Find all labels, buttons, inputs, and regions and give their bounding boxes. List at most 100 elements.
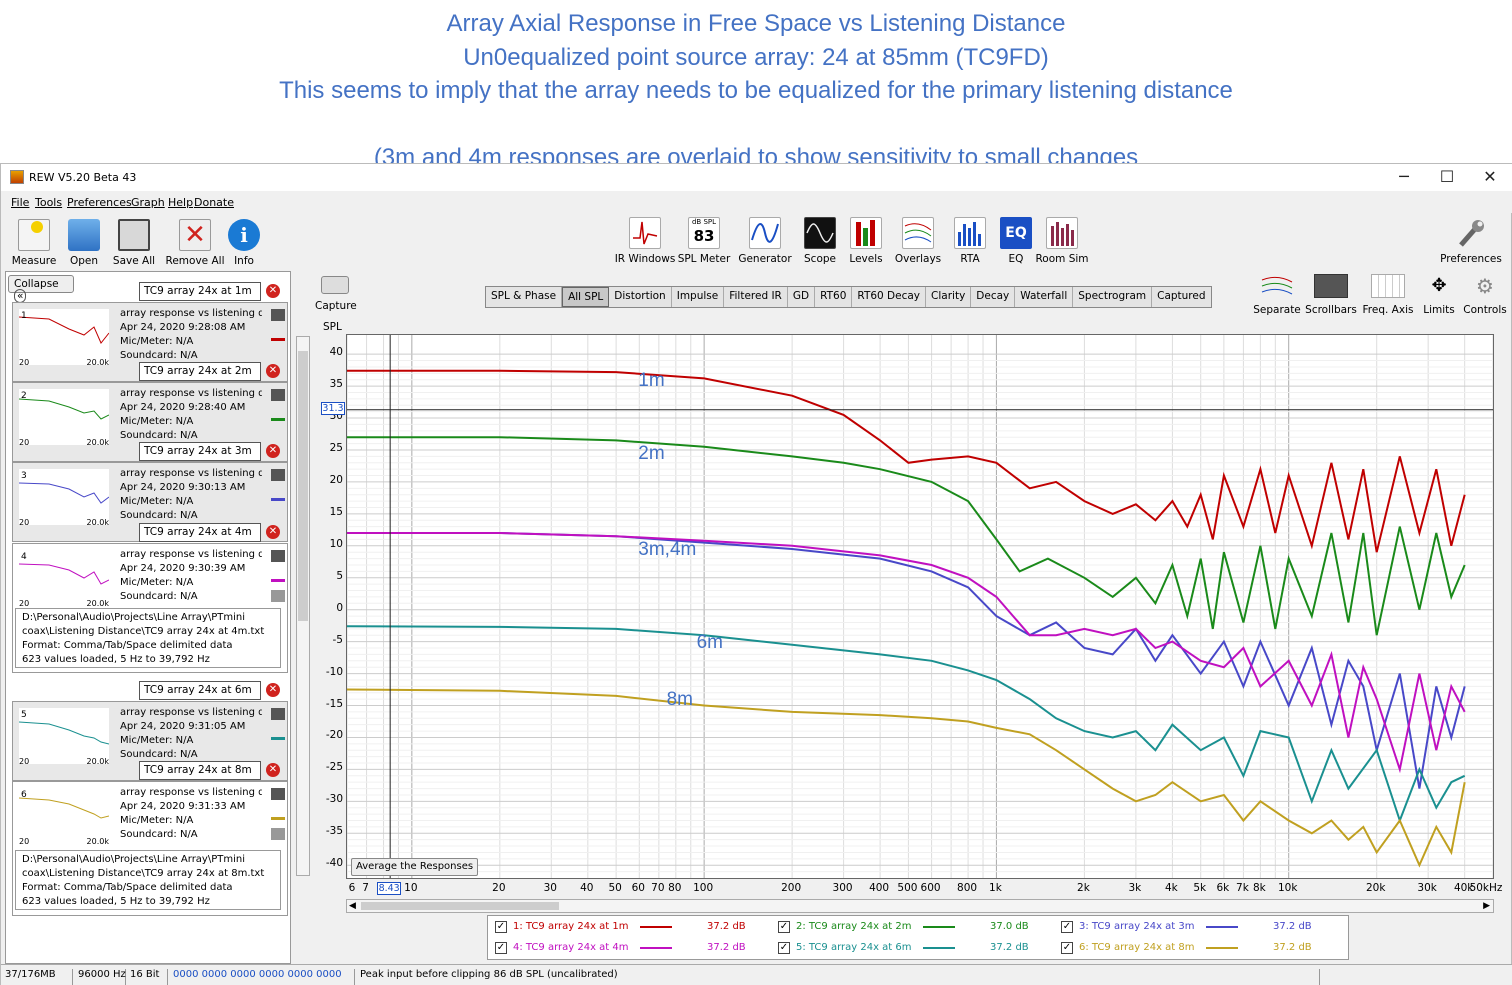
scroll-right-icon[interactable]: ▶ <box>1483 901 1490 911</box>
remove-measurement-1-icon[interactable]: ✕ <box>266 284 280 298</box>
tab-waterfall[interactable]: Waterfall <box>1015 287 1074 307</box>
info-button[interactable]: i Info <box>212 219 276 267</box>
capture-button[interactable]: Capture <box>315 276 357 312</box>
save-all-label: Save All <box>112 255 156 267</box>
open-button[interactable]: Open <box>52 219 116 267</box>
color-picker-5-icon[interactable] <box>271 728 285 740</box>
info6-line-4: 623 values loaded, 5 Hz to 39,792 Hz <box>22 896 210 907</box>
tab-clarity[interactable]: Clarity <box>926 287 972 307</box>
color-picker-4-icon[interactable] <box>271 570 285 582</box>
average-responses-button[interactable]: Average the Responses <box>351 858 479 876</box>
legend-checkbox-2[interactable]: ✓ <box>778 921 790 933</box>
ir-windows-button[interactable]: IR Windows <box>613 217 677 265</box>
rta-button[interactable]: RTA <box>938 217 1002 265</box>
remove-measurement-3-icon[interactable]: ✕ <box>266 444 280 458</box>
measurement-name-4[interactable]: TC9 array 24x at 4m <box>139 523 261 542</box>
overlays-button[interactable]: Overlays <box>886 217 950 265</box>
frequency-scrollbar[interactable]: ◀ ▶ <box>346 899 1494 913</box>
tab-all-spl[interactable]: All SPL <box>562 287 610 307</box>
generator-button[interactable]: Generator <box>733 217 797 265</box>
frequency-scrollbar-thumb[interactable] <box>361 902 559 910</box>
color-picker-1-icon[interactable] <box>271 329 285 341</box>
plot-area[interactable]: Average the Responses <box>346 334 1494 879</box>
measurement-name-5[interactable]: TC9 array 24x at 6m <box>139 681 261 700</box>
levels-button[interactable]: Levels <box>834 217 898 265</box>
scroll-left-icon[interactable]: ◀ <box>349 901 356 911</box>
room-sim-button[interactable]: Room Sim <box>1030 217 1094 265</box>
soundcard-5: Soundcard: N/A <box>120 749 198 760</box>
tab-rt60[interactable]: RT60 <box>815 287 853 307</box>
collapse-button[interactable]: Collapse « <box>8 275 74 303</box>
legend-label-4: 4: TC9 array 24x at 4m <box>513 942 629 953</box>
freq-axis-button[interactable]: Freq. Axis <box>1358 274 1418 316</box>
remove-measurement-6-icon[interactable]: ✕ <box>266 763 280 777</box>
separate-button[interactable]: Separate <box>1247 274 1307 316</box>
measurement-name-2[interactable]: TC9 array 24x at 2m <box>139 362 261 381</box>
color-picker-6-icon[interactable] <box>271 808 285 820</box>
menu-donate[interactable]: Donate <box>194 196 234 209</box>
measure-button[interactable]: Measure <box>2 219 66 267</box>
tab-spl-phase[interactable]: SPL & Phase <box>486 287 563 307</box>
maximize-button[interactable]: ☐ <box>1439 167 1455 186</box>
tab-decay[interactable]: Decay <box>971 287 1016 307</box>
menu-preferences[interactable]: Preferences <box>67 196 132 209</box>
menu-file[interactable]: File <box>11 196 30 209</box>
preferences-button[interactable]: Preferences <box>1439 217 1503 265</box>
tab-captured[interactable]: Captured <box>1157 290 1206 302</box>
remove-measurement-5-icon[interactable]: ✕ <box>266 683 280 697</box>
remove-measurement-4-icon[interactable]: ✕ <box>266 525 280 539</box>
scrollbars-button[interactable]: Scrollbars <box>1301 274 1361 316</box>
overlays-icon <box>902 217 934 249</box>
close-button[interactable]: ✕ <box>1483 167 1497 186</box>
save-measurement-2-icon[interactable] <box>271 389 285 401</box>
save-measurement-4-icon[interactable] <box>271 550 285 562</box>
minimize-button[interactable]: ─ <box>1399 167 1409 186</box>
measurement-card-4[interactable]: 4 20 20.0k array response vs listening dis… <box>12 543 288 673</box>
legend-checkbox-1[interactable]: ✓ <box>495 921 507 933</box>
color-picker-3-icon[interactable] <box>271 489 285 501</box>
tab-impulse[interactable]: Impulse <box>672 287 725 307</box>
remove-all-button[interactable]: ✕ Remove All <box>163 219 227 267</box>
description-4: array response vs listening distance <box>120 549 262 560</box>
separate-label: Separate <box>1253 304 1301 316</box>
legend-checkbox-5[interactable]: ✓ <box>778 942 790 954</box>
x-tick-label: 200 <box>781 882 802 894</box>
panel-scrollbar-thumb[interactable] <box>298 351 308 621</box>
tab-spectrogram[interactable]: Spectrogram <box>1073 287 1153 307</box>
spl-meter-button[interactable]: dB SPL 83 SPL Meter <box>672 217 736 265</box>
save-measurement-3-icon[interactable] <box>271 469 285 481</box>
measurement-card-6[interactable]: 6 20 20.0k array response vs listening dis… <box>12 781 288 916</box>
x-tick-label: 20 <box>492 882 506 894</box>
legend-checkbox-4[interactable]: ✓ <box>495 942 507 954</box>
save-measurement-6-icon[interactable] <box>271 788 285 800</box>
measurement-name-1[interactable]: TC9 array 24x at 1m <box>139 282 261 301</box>
controls-button[interactable]: ⚙ Controls <box>1455 274 1512 316</box>
tab-gd[interactable]: GD <box>788 287 816 307</box>
measurement-name-6[interactable]: TC9 array 24x at 8m <box>139 761 261 780</box>
x-tick-label: 4k <box>1164 882 1178 894</box>
tab-distortion[interactable]: Distortion <box>609 287 672 307</box>
save-measurement-5-icon[interactable] <box>271 708 285 720</box>
save-measurement-1-icon[interactable] <box>271 309 285 321</box>
tab-rt60-decay[interactable]: RT60 Decay <box>852 287 927 307</box>
measurement-name-3[interactable]: TC9 array 24x at 3m <box>139 442 261 461</box>
y-tick-label: 0 <box>336 601 343 614</box>
spl-chart[interactable] <box>346 335 1494 878</box>
legend-checkbox-6[interactable]: ✓ <box>1061 942 1073 954</box>
scope-button[interactable]: Scope <box>788 217 852 265</box>
eq-button[interactable]: EQ EQ <box>984 217 1048 265</box>
limits-button[interactable]: ✥ Limits <box>1409 274 1469 316</box>
series-line-6 <box>346 688 1466 868</box>
save-all-button[interactable]: Save All <box>102 219 166 267</box>
legend-swatch-2 <box>923 926 955 928</box>
remove-measurement-2-icon[interactable]: ✕ <box>266 364 280 378</box>
tab-filtered-ir[interactable]: Filtered IR <box>724 287 788 307</box>
menu-help[interactable]: Help <box>168 196 194 209</box>
menu-graph[interactable]: Graph <box>131 196 165 209</box>
panel-scrollbar[interactable] <box>296 336 310 876</box>
legend-checkbox-3[interactable]: ✓ <box>1061 921 1073 933</box>
color-picker-2-icon[interactable] <box>271 409 285 421</box>
menu-tools[interactable]: Tools <box>35 196 63 209</box>
thumbnail-1-num: 1 <box>21 311 27 321</box>
date-4: Apr 24, 2020 9:30:39 AM <box>120 563 246 574</box>
